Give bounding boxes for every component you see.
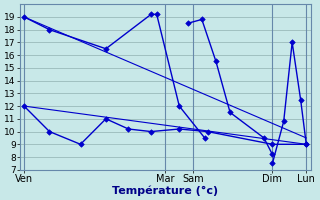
X-axis label: Température (°c): Température (°c) xyxy=(112,185,218,196)
